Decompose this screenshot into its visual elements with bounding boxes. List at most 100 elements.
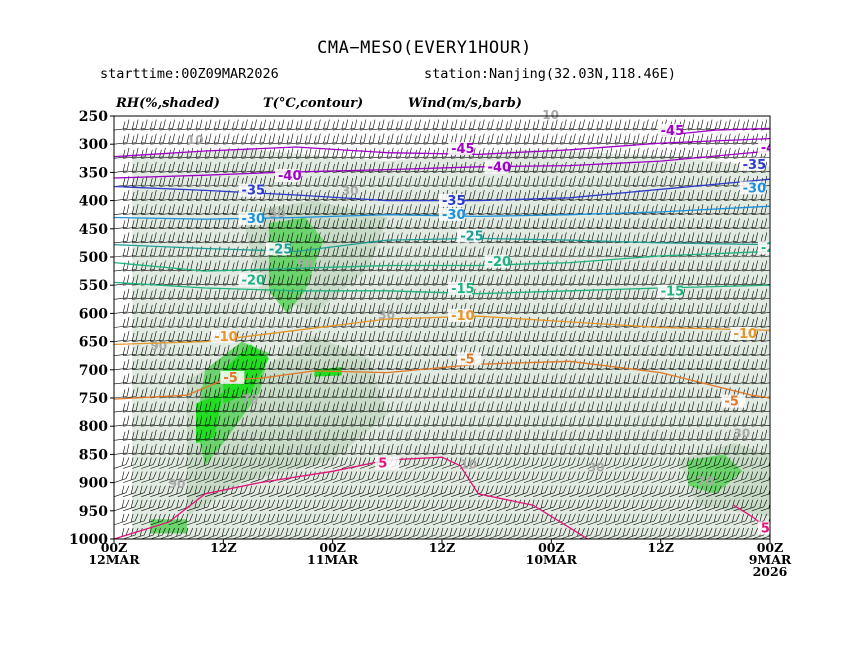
- wind-barb: [241, 513, 257, 526]
- wind-barb: [469, 119, 485, 131]
- wind-barb: [332, 232, 348, 244]
- wind-barb: [605, 513, 622, 526]
- wind-barb: [733, 485, 749, 497]
- wind-barb: [487, 429, 503, 441]
- wind-barb: [533, 387, 549, 399]
- wind-barb: [678, 260, 695, 272]
- wind-barb: [651, 443, 667, 455]
- wind-barb: [132, 161, 148, 173]
- wind-barb: [715, 218, 731, 230]
- wind-barb: [769, 186, 770, 187]
- wind-barb: [323, 513, 339, 526]
- wind-barb: [423, 274, 440, 286]
- wind-barb: [195, 218, 212, 230]
- wind-barb: [751, 457, 768, 469]
- wind-barb: [223, 288, 239, 300]
- wind-barb: [651, 147, 667, 159]
- wind-barb: [423, 387, 440, 399]
- wind-barb: [769, 397, 770, 398]
- wind-barb: [624, 471, 640, 483]
- wind-barb: [560, 116, 564, 117]
- wind-barb: [214, 288, 230, 300]
- wind-barb: [523, 415, 540, 427]
- wind-barb: [159, 119, 175, 131]
- wind-barb: [706, 485, 722, 497]
- wind-barb: [359, 387, 376, 399]
- wind-barb: [114, 246, 130, 258]
- wind-barb: [186, 175, 203, 187]
- wind-barb: [423, 175, 440, 187]
- wind-barb: [715, 190, 731, 201]
- wind-barb: [150, 345, 166, 356]
- wind-barb: [259, 302, 276, 314]
- wind-barb: [214, 175, 230, 187]
- wind-barb: [423, 316, 440, 328]
- wind-barb: [624, 246, 640, 258]
- wind-barb: [132, 204, 148, 215]
- wind-barb: [451, 246, 467, 258]
- wind-barb: [195, 373, 212, 385]
- wind-barb: [560, 429, 576, 441]
- wind-barb: [487, 116, 491, 117]
- wind-barb: [123, 190, 139, 201]
- wind-barb: [615, 161, 631, 173]
- wind-barb: [223, 527, 239, 539]
- wind-barb: [514, 513, 531, 526]
- wind-barb: [268, 119, 285, 131]
- wind-barb: [314, 133, 330, 145]
- wind-barb: [578, 387, 594, 399]
- wind-barb: [523, 133, 540, 145]
- wind-barb: [514, 302, 531, 314]
- wind-barb: [250, 401, 266, 413]
- wind-barb: [478, 471, 494, 483]
- wind-barb: [114, 471, 130, 483]
- wind-barb: [697, 359, 713, 371]
- wind-barb: [505, 232, 522, 244]
- y-tick-label: 300: [79, 137, 108, 153]
- wind-barb: [314, 119, 330, 131]
- wind-barb: [760, 311, 770, 314]
- temperature-contour-layer: -45-45-40-40-40-35-35-35-30 -30-30-25-25-…: [114, 123, 770, 539]
- wind-barb: [706, 359, 722, 371]
- wind-barb: [615, 345, 631, 356]
- wind-barb: [551, 485, 567, 497]
- wind-barb: [633, 119, 649, 131]
- wind-barb: [314, 116, 318, 117]
- wind-barb: [359, 246, 376, 258]
- wind-barb: [642, 260, 658, 272]
- wind-barb: [487, 443, 503, 455]
- wind-barb: [405, 218, 421, 230]
- wind-barb: [150, 359, 166, 371]
- wind-barb: [633, 288, 649, 300]
- wind-barb: [615, 116, 618, 117]
- wind-barb: [533, 471, 549, 483]
- wind-barb: [505, 331, 522, 342]
- wind-barb: [305, 499, 321, 512]
- wind-barb: [460, 246, 476, 258]
- wind-barb: [414, 119, 430, 131]
- wind-barb: [195, 246, 212, 258]
- wind-barb: [259, 499, 276, 512]
- wind-barb: [177, 457, 194, 469]
- wind-barb: [724, 415, 740, 427]
- wind-barb: [697, 302, 713, 314]
- wind-barb: [678, 175, 695, 187]
- wind-barb: [687, 471, 704, 483]
- wind-barb: [350, 415, 367, 427]
- wind-barb: [569, 513, 585, 526]
- wind-barb: [724, 260, 740, 272]
- wind-barb: [441, 331, 458, 342]
- wind-barb: [587, 471, 604, 483]
- wind-barb: [678, 190, 695, 201]
- wind-barb: [669, 190, 686, 201]
- wind-barb: [341, 204, 358, 215]
- wind-barb: [724, 345, 740, 356]
- wind-barb: [332, 302, 348, 314]
- wind-barb: [441, 373, 458, 385]
- wind-barb: [451, 175, 467, 187]
- wind-barb: [205, 499, 221, 512]
- wind-barb: [150, 218, 166, 230]
- wind-barb: [715, 513, 731, 526]
- wind-barb: [724, 190, 740, 201]
